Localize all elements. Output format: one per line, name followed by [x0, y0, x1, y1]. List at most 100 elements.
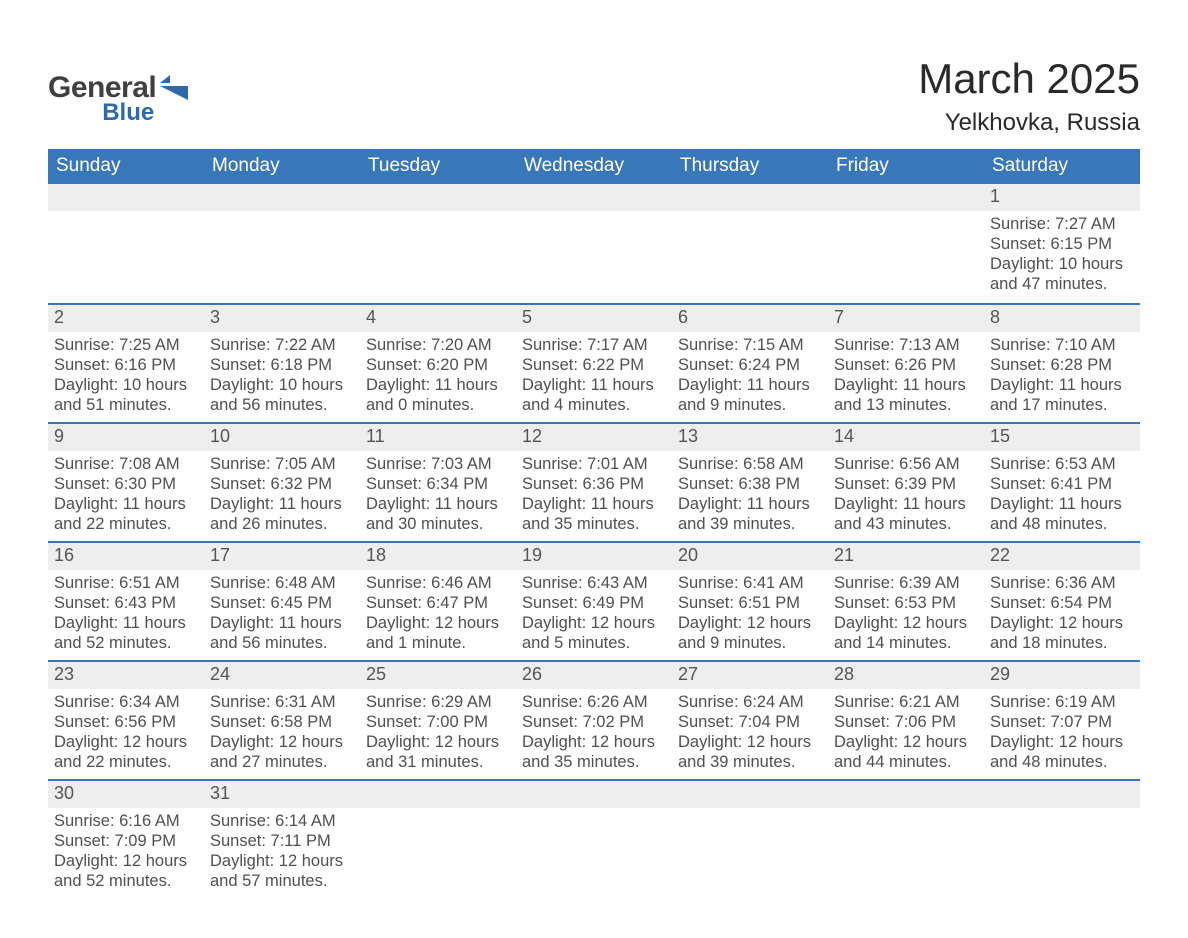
calendar-day-cell: 6Sunrise: 7:15 AMSunset: 6:24 PMDaylight… — [672, 303, 828, 422]
day-number-bar: 3 — [204, 303, 360, 332]
sunrise-text: Sunrise: 7:15 AM — [678, 335, 822, 355]
calendar-day-cell: 20Sunrise: 6:41 AMSunset: 6:51 PMDayligh… — [672, 541, 828, 660]
sunrise-text: Sunrise: 6:16 AM — [54, 811, 198, 831]
sunrise-text: Sunrise: 6:56 AM — [834, 454, 978, 474]
sunrise-text: Sunrise: 7:13 AM — [834, 335, 978, 355]
weekday-header: Friday — [828, 149, 984, 184]
sunrise-text: Sunrise: 6:58 AM — [678, 454, 822, 474]
sunrise-text: Sunrise: 6:46 AM — [366, 573, 510, 593]
calendar-day-cell: 15Sunrise: 6:53 AMSunset: 6:41 PMDayligh… — [984, 422, 1140, 541]
daylight-text: Daylight: 11 hours — [366, 375, 510, 395]
calendar-day-cell — [360, 779, 516, 898]
calendar-day-cell: 19Sunrise: 6:43 AMSunset: 6:49 PMDayligh… — [516, 541, 672, 660]
day-details: Sunrise: 6:24 AMSunset: 7:04 PMDaylight:… — [672, 689, 828, 777]
calendar-day-cell — [672, 779, 828, 898]
sunrise-text: Sunrise: 7:03 AM — [366, 454, 510, 474]
day-number-bar: 4 — [360, 303, 516, 332]
daylight-text: and 13 minutes. — [834, 395, 978, 415]
day-number-bar — [828, 184, 984, 211]
calendar-day-cell: 21Sunrise: 6:39 AMSunset: 6:53 PMDayligh… — [828, 541, 984, 660]
daylight-text: and 1 minute. — [366, 633, 510, 653]
day-details: Sunrise: 6:34 AMSunset: 6:56 PMDaylight:… — [48, 689, 204, 777]
day-number-bar: 13 — [672, 422, 828, 451]
daylight-text: and 48 minutes. — [990, 514, 1134, 534]
day-number-bar — [672, 779, 828, 808]
calendar-day-cell: 7Sunrise: 7:13 AMSunset: 6:26 PMDaylight… — [828, 303, 984, 422]
calendar-day-cell: 8Sunrise: 7:10 AMSunset: 6:28 PMDaylight… — [984, 303, 1140, 422]
sunset-text: Sunset: 6:32 PM — [210, 474, 354, 494]
sunset-text: Sunset: 6:41 PM — [990, 474, 1134, 494]
day-number-bar — [828, 779, 984, 808]
day-number-bar — [516, 184, 672, 211]
sunset-text: Sunset: 6:47 PM — [366, 593, 510, 613]
daylight-text: Daylight: 11 hours — [210, 613, 354, 633]
daylight-text: and 56 minutes. — [210, 395, 354, 415]
daylight-text: and 30 minutes. — [366, 514, 510, 534]
day-number-bar: 12 — [516, 422, 672, 451]
day-details: Sunrise: 7:01 AMSunset: 6:36 PMDaylight:… — [516, 451, 672, 539]
calendar-week-row: 30Sunrise: 6:16 AMSunset: 7:09 PMDayligh… — [48, 779, 1140, 898]
calendar-day-cell: 17Sunrise: 6:48 AMSunset: 6:45 PMDayligh… — [204, 541, 360, 660]
sunset-text: Sunset: 7:07 PM — [990, 712, 1134, 732]
sunset-text: Sunset: 6:20 PM — [366, 355, 510, 375]
daylight-text: Daylight: 11 hours — [210, 494, 354, 514]
daylight-text: Daylight: 12 hours — [54, 851, 198, 871]
daylight-text: Daylight: 11 hours — [834, 375, 978, 395]
daylight-text: and 47 minutes. — [990, 274, 1134, 294]
day-details: Sunrise: 6:16 AMSunset: 7:09 PMDaylight:… — [48, 808, 204, 896]
calendar-header-row: SundayMondayTuesdayWednesdayThursdayFrid… — [48, 149, 1140, 184]
sunset-text: Sunset: 6:58 PM — [210, 712, 354, 732]
calendar-day-cell: 4Sunrise: 7:20 AMSunset: 6:20 PMDaylight… — [360, 303, 516, 422]
daylight-text: and 56 minutes. — [210, 633, 354, 653]
day-number-bar: 16 — [48, 541, 204, 570]
title-group: March 2025 Yelkhovka, Russia — [918, 55, 1140, 137]
sunset-text: Sunset: 7:00 PM — [366, 712, 510, 732]
daylight-text: and 43 minutes. — [834, 514, 978, 534]
daylight-text: Daylight: 12 hours — [522, 613, 666, 633]
day-number-bar: 23 — [48, 660, 204, 689]
daylight-text: and 0 minutes. — [366, 395, 510, 415]
daylight-text: and 4 minutes. — [522, 395, 666, 415]
day-number-bar — [672, 184, 828, 211]
sunrise-text: Sunrise: 6:53 AM — [990, 454, 1134, 474]
calendar-day-cell: 18Sunrise: 6:46 AMSunset: 6:47 PMDayligh… — [360, 541, 516, 660]
day-number-bar: 9 — [48, 422, 204, 451]
sunrise-text: Sunrise: 7:25 AM — [54, 335, 198, 355]
sunset-text: Sunset: 6:45 PM — [210, 593, 354, 613]
sunrise-text: Sunrise: 6:31 AM — [210, 692, 354, 712]
calendar-day-cell — [828, 779, 984, 898]
daylight-text: and 52 minutes. — [54, 633, 198, 653]
calendar-day-cell: 12Sunrise: 7:01 AMSunset: 6:36 PMDayligh… — [516, 422, 672, 541]
daylight-text: Daylight: 12 hours — [834, 613, 978, 633]
calendar-day-cell: 2Sunrise: 7:25 AMSunset: 6:16 PMDaylight… — [48, 303, 204, 422]
day-details: Sunrise: 7:22 AMSunset: 6:18 PMDaylight:… — [204, 332, 360, 420]
calendar-day-cell: 23Sunrise: 6:34 AMSunset: 6:56 PMDayligh… — [48, 660, 204, 779]
day-details: Sunrise: 7:20 AMSunset: 6:20 PMDaylight:… — [360, 332, 516, 420]
day-number-bar: 30 — [48, 779, 204, 808]
sunset-text: Sunset: 6:30 PM — [54, 474, 198, 494]
sunrise-text: Sunrise: 6:43 AM — [522, 573, 666, 593]
day-number-bar — [48, 184, 204, 211]
daylight-text: and 48 minutes. — [990, 752, 1134, 772]
calendar-day-cell: 28Sunrise: 6:21 AMSunset: 7:06 PMDayligh… — [828, 660, 984, 779]
day-number-bar — [360, 779, 516, 808]
calendar-day-cell: 3Sunrise: 7:22 AMSunset: 6:18 PMDaylight… — [204, 303, 360, 422]
day-details: Sunrise: 6:21 AMSunset: 7:06 PMDaylight:… — [828, 689, 984, 777]
daylight-text: Daylight: 12 hours — [54, 732, 198, 752]
day-number-bar: 24 — [204, 660, 360, 689]
sunrise-text: Sunrise: 6:29 AM — [366, 692, 510, 712]
daylight-text: Daylight: 12 hours — [210, 851, 354, 871]
sunset-text: Sunset: 6:38 PM — [678, 474, 822, 494]
daylight-text: and 26 minutes. — [210, 514, 354, 534]
day-number-bar: 21 — [828, 541, 984, 570]
sunset-text: Sunset: 6:15 PM — [990, 234, 1134, 254]
day-details: Sunrise: 6:41 AMSunset: 6:51 PMDaylight:… — [672, 570, 828, 658]
day-number-bar — [360, 184, 516, 211]
calendar-week-row: 9Sunrise: 7:08 AMSunset: 6:30 PMDaylight… — [48, 422, 1140, 541]
day-details: Sunrise: 7:13 AMSunset: 6:26 PMDaylight:… — [828, 332, 984, 420]
sunrise-text: Sunrise: 6:36 AM — [990, 573, 1134, 593]
calendar-day-cell: 5Sunrise: 7:17 AMSunset: 6:22 PMDaylight… — [516, 303, 672, 422]
day-number-bar: 27 — [672, 660, 828, 689]
calendar-week-row: 2Sunrise: 7:25 AMSunset: 6:16 PMDaylight… — [48, 303, 1140, 422]
day-number-bar: 20 — [672, 541, 828, 570]
